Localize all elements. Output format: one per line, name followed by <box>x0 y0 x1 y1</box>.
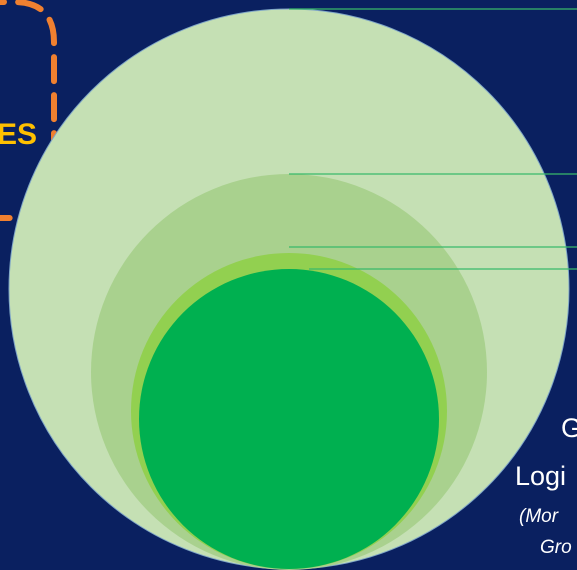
cropped-right-label-line-2: Logi <box>515 461 566 491</box>
cropped-right-note-line-2: Gro <box>540 537 572 558</box>
cropped-left-label: ES <box>0 118 37 151</box>
cropped-right-label-line-1: G <box>561 413 577 443</box>
cropped-right-note-line-1: (Mor <box>519 506 559 527</box>
inner-circle <box>139 269 439 569</box>
